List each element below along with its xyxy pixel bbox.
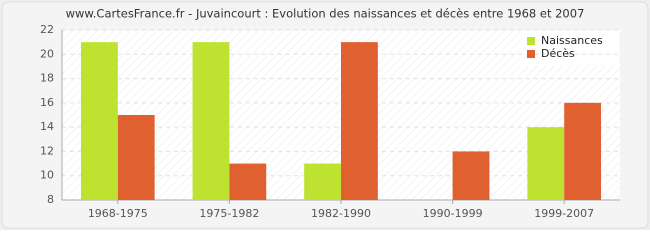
- legend-swatch: [527, 50, 535, 58]
- bar: [564, 102, 602, 200]
- bar: [341, 42, 378, 201]
- x-tick-label: 1975-1982: [199, 207, 259, 220]
- bar: [527, 127, 565, 200]
- y-tick-label: 20: [40, 47, 54, 60]
- legend: [520, 30, 618, 66]
- bar: [452, 151, 490, 200]
- chart-title: www.CartesFrance.fr - Juvaincourt : Evol…: [66, 7, 585, 21]
- legend-label: Décès: [541, 47, 575, 60]
- y-tick-label: 14: [40, 120, 54, 133]
- y-tick-label: 16: [40, 96, 54, 109]
- y-tick-label: 22: [40, 23, 54, 36]
- legend-label: Naissances: [541, 34, 603, 47]
- y-tick-label: 18: [40, 72, 54, 85]
- legend-box: [520, 30, 618, 66]
- bar: [229, 163, 267, 200]
- x-tick-label: 1982-1990: [311, 207, 371, 220]
- bar: [80, 42, 118, 201]
- bar: [117, 115, 155, 200]
- y-tick-label: 10: [40, 169, 54, 182]
- bar: [192, 42, 230, 201]
- bar: [304, 163, 341, 200]
- x-tick-label: 1990-1999: [423, 207, 483, 220]
- y-tick-label: 8: [47, 193, 54, 206]
- y-tick-label: 12: [40, 144, 54, 157]
- chart: www.CartesFrance.fr - Juvaincourt : Evol…: [0, 0, 650, 230]
- legend-swatch: [527, 37, 535, 45]
- x-tick-label: 1968-1975: [88, 207, 148, 220]
- x-tick-label: 1999-2007: [534, 207, 594, 220]
